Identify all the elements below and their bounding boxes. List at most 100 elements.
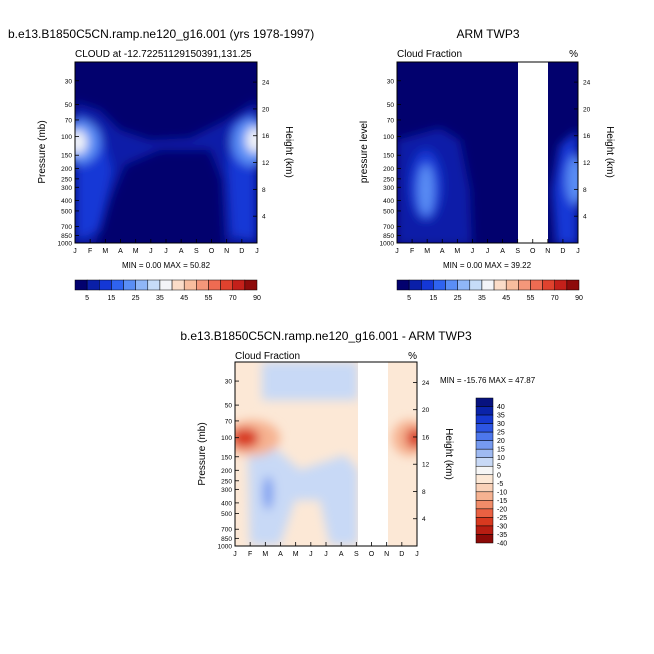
y2-tick-label: 4: [422, 516, 426, 523]
y2-tick-label: 12: [583, 160, 591, 167]
x-tick-label: J: [415, 551, 419, 558]
x-tick-label: J: [149, 248, 153, 255]
y-tick-label: 100: [383, 134, 394, 141]
y2-tick-label: 20: [583, 106, 591, 113]
y-tick-label: 850: [383, 233, 394, 240]
y-tick-label: 1000: [380, 241, 395, 248]
x-tick-label: M: [262, 551, 268, 558]
neg-band-top: [262, 362, 358, 400]
x-tick-label: M: [454, 248, 460, 255]
x-tick-label: S: [354, 551, 359, 558]
cloud-peak-right: [246, 127, 257, 153]
colorbar-swatch: [111, 279, 124, 291]
panel-obs-field: [397, 62, 578, 243]
y2-ticks: 24 20 16 12 8 4: [413, 380, 430, 523]
neg-band-mid: [248, 448, 358, 545]
x-tick-label: A: [500, 248, 505, 255]
panel-diff: b.e13.B1850C5CN.ramp.ne120_g16.001 - ARM…: [180, 329, 535, 558]
y-tick-label: 30: [65, 78, 73, 85]
y2-tick-label: 20: [422, 407, 430, 414]
panel-diff-units: %: [408, 351, 417, 362]
colorbar-swatch: [475, 508, 494, 518]
cloud-peak-left: [75, 130, 87, 154]
y2-tick-label: 12: [262, 160, 270, 167]
colorbar-label: -30: [497, 523, 507, 530]
colorbar-swatch: [554, 279, 568, 291]
colorbar-swatch: [445, 279, 458, 291]
y-tick-label: 200: [383, 166, 394, 173]
y2-tick-label: 12: [422, 462, 430, 469]
panel-obs-title: ARM TWP3: [456, 27, 519, 41]
y-tick-label: 100: [61, 134, 72, 141]
neg-core: [263, 476, 273, 510]
min-max-label: MIN = -15.76 MAX = 47.87: [440, 376, 536, 385]
missing-data: [518, 62, 548, 243]
colorbar-swatch: [475, 491, 494, 501]
panel-diff-title: b.e13.B1850C5CN.ramp.ne120_g16.001 - ARM…: [180, 329, 472, 343]
x-tick-label: O: [369, 551, 375, 558]
colorbar-label: 5: [85, 295, 89, 302]
y-tick-label: 500: [221, 511, 232, 518]
obs-core-inner: [418, 164, 434, 216]
y-tick-label: 250: [61, 176, 72, 183]
x-tick-label: F: [410, 248, 414, 255]
y-tick-label: 400: [383, 198, 394, 205]
x-tick-label: J: [309, 551, 313, 558]
colorbar-swatch: [475, 397, 494, 407]
colorbar-label: 35: [497, 413, 505, 420]
y-tick-label: 70: [65, 117, 73, 124]
colorbar-swatch: [457, 279, 471, 291]
x-tick-label: N: [224, 248, 229, 255]
x-tick-label: D: [399, 551, 404, 558]
y2-tick-label: 16: [422, 434, 430, 441]
panel-obs-units: %: [569, 49, 578, 60]
colorbar-label: -35: [497, 532, 507, 539]
y2-tick-label: 24: [583, 80, 591, 87]
colorbar-swatch: [244, 279, 258, 291]
x-tick-label: A: [440, 248, 445, 255]
colorbar-label: 90: [575, 295, 583, 302]
panel-obs-subtitle: Cloud Fraction: [397, 49, 462, 60]
y-tick-label: 150: [383, 153, 394, 160]
y-tick-label: 200: [221, 468, 232, 475]
colorbar-swatch: [475, 440, 494, 450]
colorbar-swatch: [475, 465, 494, 476]
y-tick-label: 250: [383, 176, 394, 183]
x-tick-label: N: [384, 551, 389, 558]
colorbar-swatch: [171, 279, 185, 291]
y-tick-label: 500: [61, 208, 72, 215]
colorbar-label: 5: [497, 464, 501, 471]
colorbar-swatch: [475, 534, 494, 544]
y2-tick-label: 8: [422, 489, 426, 496]
panel-diff-subtitle: Cloud Fraction: [235, 351, 300, 362]
x-tick-label: D: [560, 248, 565, 255]
pos-core-left-inner: [235, 428, 259, 448]
colorbar-swatch: [475, 423, 494, 433]
colorbar-label: 55: [205, 295, 213, 302]
y-tick-label: 150: [61, 153, 72, 160]
colorbar-label: -25: [497, 515, 507, 522]
colorbar-swatch: [518, 279, 531, 291]
x-tick-label: M: [293, 551, 299, 558]
x-tick-label: N: [545, 248, 550, 255]
panel-model-subtitle: CLOUD at -12.72251129150391,131.25: [75, 49, 252, 60]
colorbar-swatch: [475, 500, 494, 510]
y2-tick-label: 4: [583, 214, 587, 221]
y-tick-label: 30: [387, 78, 395, 85]
colorbar-swatch: [469, 279, 483, 291]
colorbar-label: -40: [497, 541, 507, 548]
colorbar-label: 30: [497, 421, 505, 428]
panel-obs: ARM TWP3 Cloud Fraction % 30 50 70 100 150 20…: [359, 27, 615, 302]
y-tick-label: 100: [221, 435, 232, 442]
colorbar-label: 70: [229, 295, 237, 302]
x-tick-label: M: [133, 248, 139, 255]
y-tick-label: 700: [383, 224, 394, 231]
colorbar-label: 25: [132, 295, 140, 302]
y-tick-label: 700: [221, 527, 232, 534]
colorbar-label: 45: [180, 295, 188, 302]
colorbar-swatch: [86, 279, 100, 291]
